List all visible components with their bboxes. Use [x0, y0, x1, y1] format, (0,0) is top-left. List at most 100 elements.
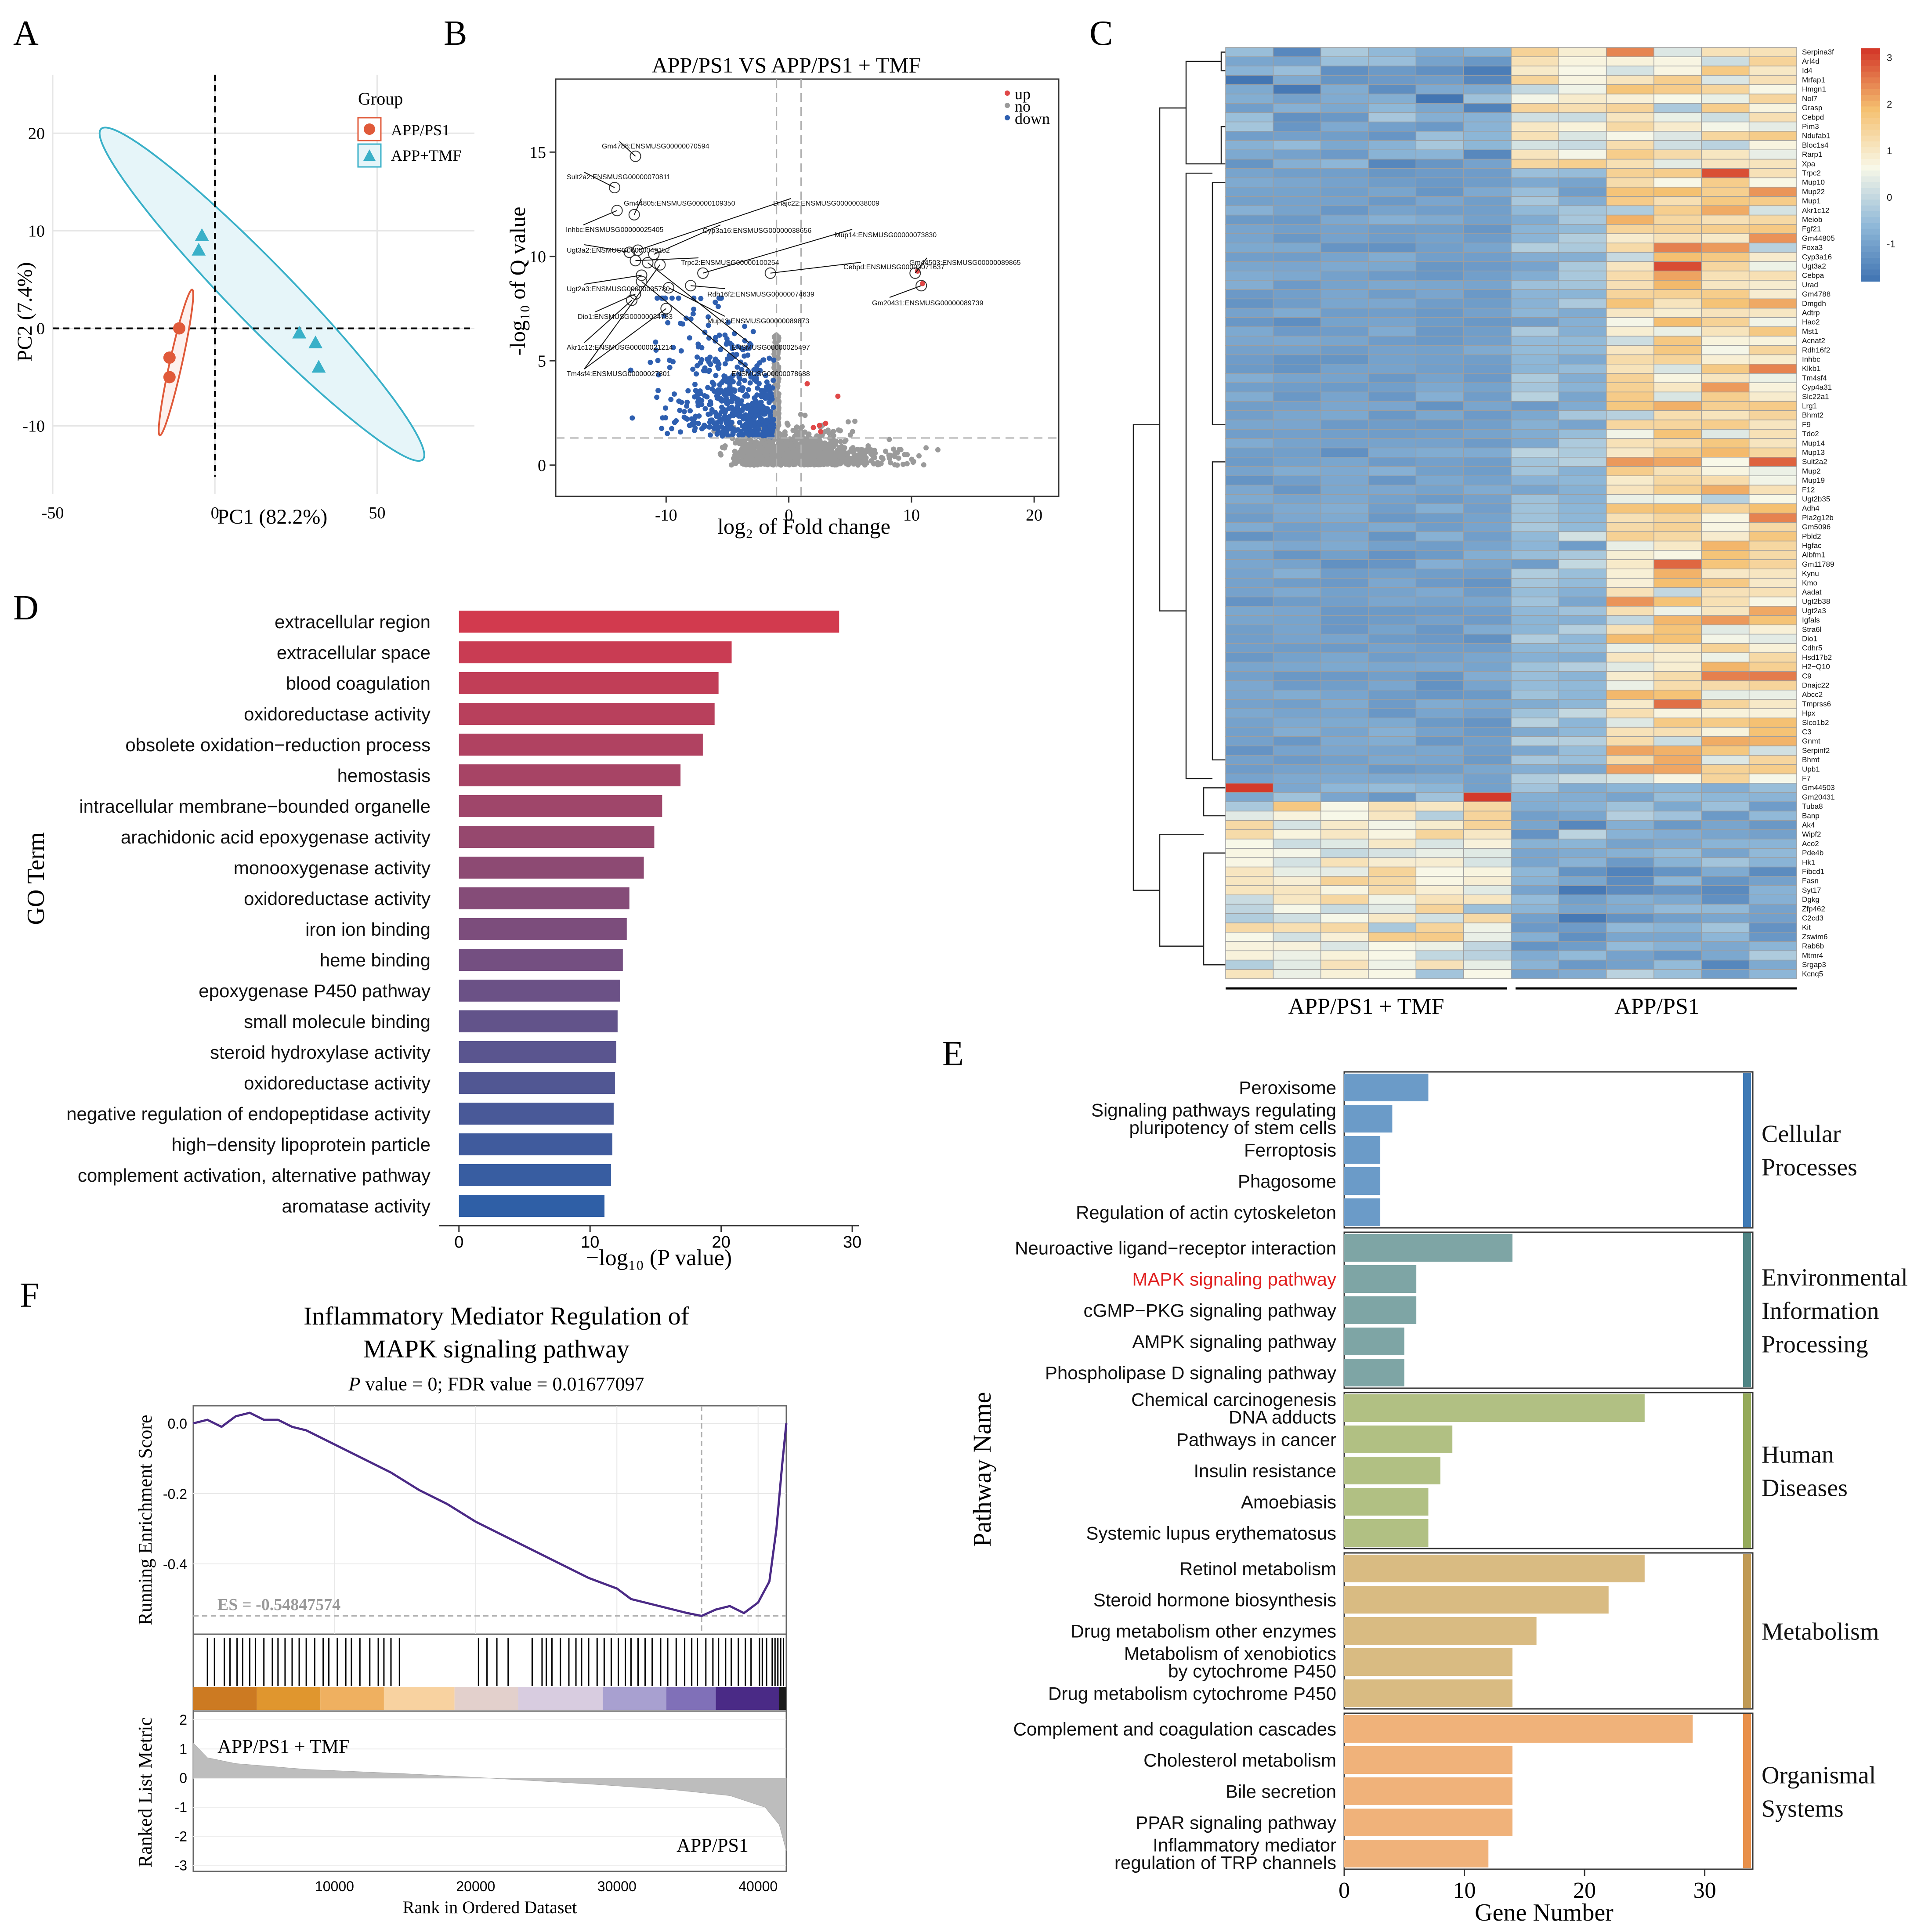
heatmap-cell: [1415, 391, 1464, 402]
volcano-label-marker: [636, 269, 648, 281]
heatmap-cell: [1273, 298, 1321, 309]
kegg-bar: [1344, 1198, 1381, 1226]
heatmap-cell: [1463, 84, 1512, 94]
heatmap-cell: [1701, 391, 1750, 402]
heatmap-cell: [1225, 540, 1274, 551]
heatmap-cell: [1225, 904, 1274, 914]
volcano-point-down: [755, 385, 760, 391]
heatmap-cell: [1511, 447, 1559, 458]
volcano-gene-label: Trpc2:ENSMUSG00000100254: [681, 259, 779, 267]
kegg-bar: [1344, 1074, 1429, 1101]
heatmap-cell: [1368, 690, 1417, 700]
heatmap-cell: [1558, 671, 1607, 681]
volcano-y-tick: 15: [529, 143, 546, 162]
heatmap-cell: [1463, 894, 1512, 905]
heatmap-gene-label: Xpa: [1802, 159, 1816, 168]
heatmap-cell: [1701, 205, 1750, 216]
heatmap-cell: [1653, 317, 1702, 327]
heatmap-cell: [1368, 857, 1417, 868]
heatmap-cell: [1653, 336, 1702, 346]
volcano-y-tick: 5: [538, 352, 546, 370]
heatmap-cell: [1225, 680, 1274, 691]
volcano-x-tick: 20: [1026, 506, 1042, 525]
volcano-point-down: [693, 413, 698, 419]
heatmap-cell: [1606, 159, 1654, 169]
heatmap-gene-label: Cebpa: [1802, 271, 1824, 280]
volcano-point-down: [715, 424, 721, 430]
volcano-point-ns: [736, 439, 742, 445]
heatmap-cell: [1368, 839, 1417, 849]
volcano-label-leader: [584, 172, 615, 188]
heatmap-cell: [1653, 159, 1702, 169]
heatmap-cell: [1511, 159, 1559, 169]
heatmap-cell: [1748, 503, 1797, 514]
heatmap-gene-label: Hk1: [1802, 858, 1815, 866]
heatmap-gene-label: Bloc1s4: [1802, 141, 1828, 149]
heatmap-cell: [1558, 410, 1607, 420]
heatmap-cell: [1415, 969, 1464, 979]
heatmap-cell: [1368, 540, 1417, 551]
volcano-gene-label: Gm44805:ENSMUSG00000109350: [624, 200, 735, 207]
heatmap-cell: [1653, 242, 1702, 253]
volcano-gene-label: Gm44503:ENSMUSG00000089865: [909, 259, 1021, 267]
heatmap-cell: [1511, 149, 1559, 160]
heatmap-cell: [1415, 280, 1464, 290]
heatmap-cell: [1606, 540, 1654, 551]
heatmap-cell: [1748, 717, 1797, 728]
heatmap-cell: [1606, 615, 1654, 626]
gsea-x-label: Rank in Ordered Dataset: [403, 1897, 577, 1917]
volcano-point-ns: [883, 449, 888, 454]
heatmap-cell: [1748, 904, 1797, 914]
heatmap-cell: [1415, 261, 1464, 271]
heatmap-cell: [1368, 736, 1417, 746]
gsea-band-segment: [454, 1687, 518, 1710]
heatmap-cell: [1320, 373, 1369, 383]
heatmap-cell: [1320, 811, 1369, 821]
go-term-label: heme binding: [320, 950, 431, 970]
heatmap-cell: [1368, 624, 1417, 635]
heatmap-cell: [1701, 745, 1750, 756]
volcano-point-ns: [923, 445, 929, 451]
heatmap-cell: [1606, 336, 1654, 346]
heatmap-cell: [1463, 47, 1512, 57]
volcano-point-down: [699, 398, 705, 403]
heatmap-cell: [1748, 624, 1797, 635]
heatmap-cell: [1368, 56, 1417, 67]
pca-point-app-tmf: [308, 335, 323, 348]
heatmap-gene-label: Mup10: [1802, 178, 1825, 187]
volcano-point-down: [725, 319, 731, 325]
heatmap-colorbar-step: [1861, 135, 1880, 142]
volcano-label-marker: [636, 275, 648, 287]
volcano-point-ns: [831, 433, 836, 438]
volcano-point-ns: [785, 441, 790, 447]
heatmap-cell: [1701, 177, 1750, 188]
heatmap-cell: [1273, 783, 1321, 793]
volcano-point-down: [707, 432, 713, 438]
heatmap-cell: [1368, 121, 1417, 132]
heatmap-cell: [1558, 820, 1607, 830]
volcano-point-down: [718, 347, 724, 352]
heatmap-cell: [1415, 149, 1464, 160]
heatmap-cell: [1273, 913, 1321, 923]
heatmap-cell: [1463, 550, 1512, 560]
go-bar: [459, 918, 627, 940]
heatmap-cell: [1653, 391, 1702, 402]
volcano-gene-label: Inhbc:ENSMUSG00000025405: [566, 226, 663, 234]
heatmap-gene-label: Slc22a1: [1802, 392, 1829, 401]
heatmap-colorbar-step: [1861, 72, 1880, 78]
heatmap-gene-label: Hgfac: [1802, 542, 1822, 550]
volcano-point-down: [677, 408, 683, 413]
volcano-gene-label: Mup14:ENSMUSG00000073830: [835, 232, 937, 239]
heatmap-cell: [1558, 857, 1607, 868]
heatmap-gene-label: Aco2: [1802, 839, 1819, 848]
heatmap-cell: [1368, 317, 1417, 327]
heatmap-cell: [1748, 969, 1797, 979]
heatmap-cell: [1511, 894, 1559, 905]
heatmap-gene-label: Hmgn1: [1802, 85, 1826, 94]
volcano-point-down: [742, 338, 748, 344]
go-bar: [459, 1195, 605, 1217]
volcano-point-down: [714, 431, 720, 437]
heatmap-cell: [1748, 708, 1797, 719]
gsea-x-tick: 40000: [738, 1878, 778, 1894]
kegg-group-label: Human: [1762, 1441, 1834, 1469]
